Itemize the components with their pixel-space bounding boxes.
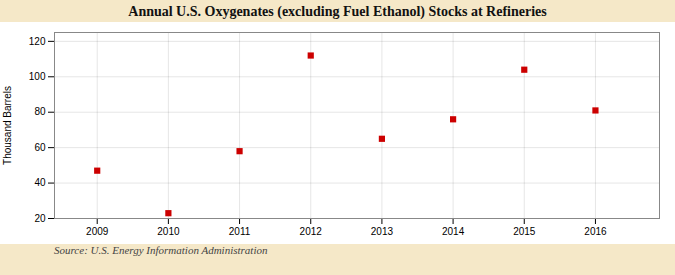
svg-text:Thousand Barrels: Thousand Barrels xyxy=(2,86,13,165)
svg-text:2016: 2016 xyxy=(584,226,607,237)
svg-text:2014: 2014 xyxy=(442,226,465,237)
svg-text:2015: 2015 xyxy=(513,226,536,237)
svg-text:2010: 2010 xyxy=(157,226,180,237)
svg-text:20: 20 xyxy=(34,213,46,224)
svg-text:2013: 2013 xyxy=(371,226,394,237)
svg-text:120: 120 xyxy=(29,36,46,47)
html-text:Annual U.S. Oxygenates (exclud: Annual U.S. Oxygenates (excluding Fuel E… xyxy=(128,4,547,19)
svg-text:40: 40 xyxy=(34,177,46,188)
svg-text:2009: 2009 xyxy=(86,226,109,237)
svg-text:60: 60 xyxy=(34,142,46,153)
html-text:Source: U.S. Energy Informatio: Source: U.S. Energy Information Administ… xyxy=(54,244,268,256)
svg-text:2011: 2011 xyxy=(229,226,251,237)
svg-text:100: 100 xyxy=(29,71,46,82)
svg-text:2012: 2012 xyxy=(300,226,323,237)
svg-text:80: 80 xyxy=(34,106,46,117)
